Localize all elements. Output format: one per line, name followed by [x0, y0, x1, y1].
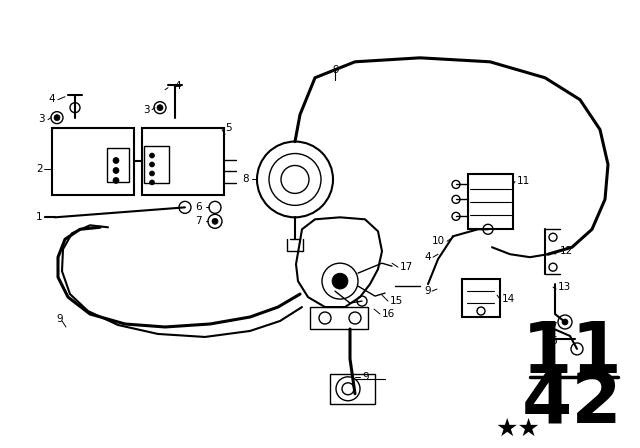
Text: 2: 2 — [36, 164, 43, 174]
Circle shape — [150, 180, 154, 185]
Text: 16: 16 — [382, 309, 396, 319]
Text: 4: 4 — [48, 94, 54, 103]
Circle shape — [113, 177, 119, 183]
Text: 6: 6 — [195, 202, 202, 212]
Bar — [52, 128, 134, 195]
Text: 14: 14 — [502, 294, 515, 304]
Text: 9: 9 — [362, 372, 369, 382]
Text: 10: 10 — [432, 236, 445, 246]
Bar — [462, 279, 500, 317]
Text: 4: 4 — [174, 81, 180, 91]
Text: 12: 12 — [560, 246, 573, 256]
Circle shape — [54, 115, 60, 121]
Text: 15: 15 — [390, 296, 403, 306]
Bar — [142, 128, 224, 195]
Text: 17: 17 — [400, 262, 413, 272]
Text: 9: 9 — [56, 314, 63, 324]
Circle shape — [113, 158, 119, 164]
Text: 1: 1 — [36, 212, 43, 222]
Text: 7: 7 — [195, 216, 202, 226]
Text: ★★: ★★ — [495, 417, 540, 441]
Text: 4: 4 — [424, 252, 431, 262]
Bar — [310, 307, 368, 329]
Circle shape — [150, 153, 154, 158]
Text: 6: 6 — [550, 336, 557, 346]
Text: 3: 3 — [38, 114, 45, 124]
Bar — [468, 174, 513, 229]
Circle shape — [113, 168, 119, 173]
Circle shape — [150, 171, 154, 176]
Circle shape — [562, 319, 568, 325]
Text: 9: 9 — [424, 286, 431, 296]
Text: 3: 3 — [143, 105, 150, 115]
Text: 42: 42 — [522, 369, 622, 438]
Bar — [144, 146, 169, 183]
Text: 5: 5 — [225, 123, 232, 133]
Text: 9: 9 — [332, 65, 339, 75]
Text: 11: 11 — [522, 319, 622, 388]
Text: 11: 11 — [517, 177, 531, 186]
Circle shape — [332, 273, 348, 289]
Text: 7: 7 — [550, 322, 557, 332]
Text: 13: 13 — [558, 282, 572, 292]
Circle shape — [157, 105, 163, 111]
Bar — [330, 374, 375, 404]
Circle shape — [150, 162, 154, 167]
Bar — [107, 147, 129, 182]
Circle shape — [212, 218, 218, 224]
Text: 8: 8 — [242, 174, 248, 185]
